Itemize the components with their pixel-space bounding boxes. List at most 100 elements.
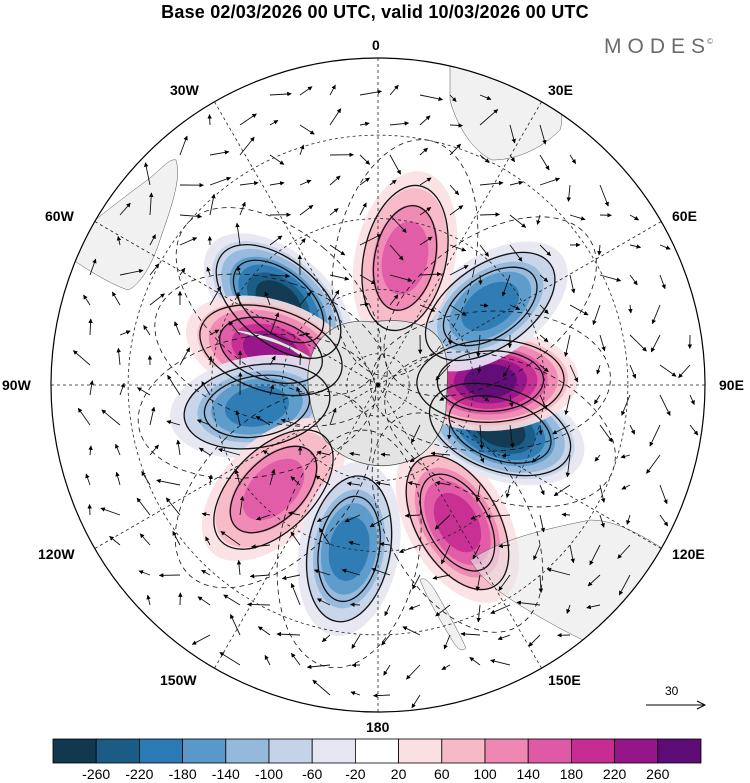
wind-vector bbox=[689, 394, 695, 405]
wind-vector bbox=[594, 454, 601, 462]
wind-vector bbox=[359, 121, 370, 127]
wind-vector bbox=[209, 193, 216, 216]
wind-vector bbox=[569, 364, 579, 383]
wind-vector bbox=[509, 124, 516, 144]
wind-vector bbox=[539, 274, 549, 283]
south-pole-marker bbox=[376, 383, 380, 387]
wind-vector bbox=[239, 495, 245, 516]
wind-vector bbox=[477, 364, 482, 374]
wind-vector bbox=[179, 135, 188, 156]
wind-vector bbox=[539, 244, 551, 257]
wind-vector bbox=[209, 150, 230, 156]
wind-vector bbox=[321, 634, 331, 643]
reference-vector-label: 30 bbox=[665, 684, 679, 698]
wind-vector bbox=[258, 626, 271, 636]
graticule bbox=[51, 58, 705, 712]
wind-vector bbox=[552, 424, 571, 435]
wind-vector bbox=[329, 289, 340, 306]
meridian-line bbox=[214, 384, 379, 669]
wind-vector bbox=[449, 143, 461, 156]
wind-vector bbox=[316, 450, 331, 456]
wind-vector bbox=[509, 214, 527, 228]
colorbar-tick-label: 60 bbox=[434, 766, 450, 782]
wind-vector bbox=[359, 234, 382, 246]
wind-vector bbox=[389, 244, 404, 261]
wind-vector bbox=[678, 364, 691, 379]
wind-vector bbox=[299, 124, 315, 135]
wind-vector bbox=[659, 364, 677, 377]
wind-vector bbox=[291, 652, 301, 666]
wind-vector bbox=[596, 364, 601, 375]
wind-vector bbox=[472, 544, 481, 560]
new-zealand-land bbox=[419, 578, 467, 651]
wind-vector bbox=[172, 530, 181, 546]
wind-vector bbox=[276, 631, 301, 637]
wind-vector bbox=[239, 180, 259, 186]
wind-vector bbox=[236, 559, 242, 576]
wind-vector bbox=[174, 321, 181, 336]
wind-vector bbox=[138, 570, 151, 576]
wind-vector bbox=[220, 530, 241, 546]
wind-vector bbox=[290, 583, 301, 606]
wind-vector bbox=[430, 451, 451, 456]
wind-vector bbox=[498, 574, 511, 592]
wind-vector bbox=[402, 626, 421, 636]
wind-vector bbox=[597, 244, 602, 256]
wind-vector bbox=[209, 329, 220, 336]
wind-vector bbox=[359, 154, 370, 165]
latitude-circle bbox=[281, 288, 475, 482]
map-title: Base 02/03/2026 00 UTC, valid 10/03/2026… bbox=[161, 2, 589, 22]
wind-vector bbox=[509, 244, 523, 262]
wind-vector bbox=[553, 484, 571, 497]
wind-vector-layer bbox=[72, 84, 699, 709]
wind-vector bbox=[251, 544, 271, 549]
wind-vector bbox=[419, 236, 433, 246]
wind-vector bbox=[205, 536, 211, 546]
lon-label-90w: 90W bbox=[2, 377, 31, 393]
colorbar-tick-label: -60 bbox=[302, 766, 323, 782]
wind-vector bbox=[441, 544, 451, 565]
wind-vector bbox=[359, 302, 370, 307]
reference-vector-arrow bbox=[646, 700, 707, 710]
wind-vector bbox=[565, 454, 571, 478]
wind-vector bbox=[503, 364, 511, 378]
colorbar-tick-label: -220 bbox=[125, 766, 154, 782]
wind-vector bbox=[348, 540, 361, 546]
wind-vector bbox=[589, 544, 601, 566]
wind-vector bbox=[383, 664, 391, 676]
wind-vector bbox=[566, 604, 571, 614]
wind-vector bbox=[329, 84, 336, 96]
wind-vector bbox=[234, 469, 241, 486]
wind-vector bbox=[359, 274, 376, 285]
wind-vector bbox=[404, 513, 421, 518]
wind-vector bbox=[179, 267, 186, 276]
lon-label-30w: 30W bbox=[170, 82, 199, 98]
wind-vector bbox=[659, 394, 671, 416]
wind-vector bbox=[223, 594, 241, 606]
meridian-line bbox=[94, 221, 379, 386]
wind-vector bbox=[389, 214, 407, 233]
colorbar-tick-label: 220 bbox=[602, 766, 627, 782]
wind-vector bbox=[539, 154, 550, 171]
meridian-line bbox=[377, 384, 542, 669]
wind-vector bbox=[528, 634, 541, 647]
colorbar-tick-label: -260 bbox=[82, 766, 111, 782]
wind-vector bbox=[89, 258, 97, 276]
wind-vector bbox=[479, 212, 500, 217]
wind-vector bbox=[217, 448, 241, 456]
wind-vector bbox=[149, 234, 156, 246]
wind-vector bbox=[659, 244, 671, 250]
wind-vector bbox=[618, 574, 631, 596]
colorbar-tick-label: -180 bbox=[168, 766, 197, 782]
wind-vector bbox=[316, 598, 331, 606]
wind-vector bbox=[269, 468, 276, 486]
wind-vector bbox=[341, 568, 361, 576]
wind-vector bbox=[516, 600, 541, 606]
wind-vector bbox=[449, 244, 467, 252]
wind-vector bbox=[235, 410, 241, 426]
wind-vector bbox=[139, 533, 151, 546]
wind-vector bbox=[389, 294, 399, 306]
wind-vector bbox=[239, 136, 255, 156]
wind-vector bbox=[533, 544, 541, 561]
